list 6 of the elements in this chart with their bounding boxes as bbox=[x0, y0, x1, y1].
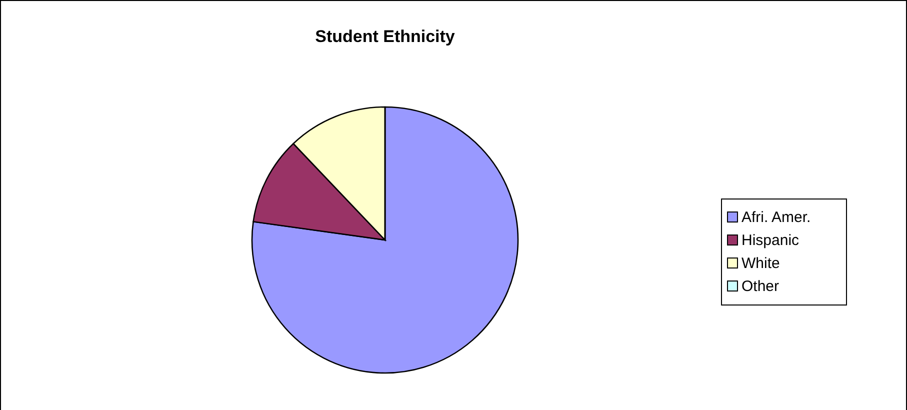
legend-label: Hispanic bbox=[742, 232, 800, 249]
chart-title: Student Ethnicity bbox=[315, 27, 456, 46]
pie-slice bbox=[251, 106, 519, 374]
legend-label: White bbox=[742, 255, 780, 272]
legend-label: Afri. Amer. bbox=[742, 209, 811, 226]
legend-label: Other bbox=[742, 278, 780, 295]
